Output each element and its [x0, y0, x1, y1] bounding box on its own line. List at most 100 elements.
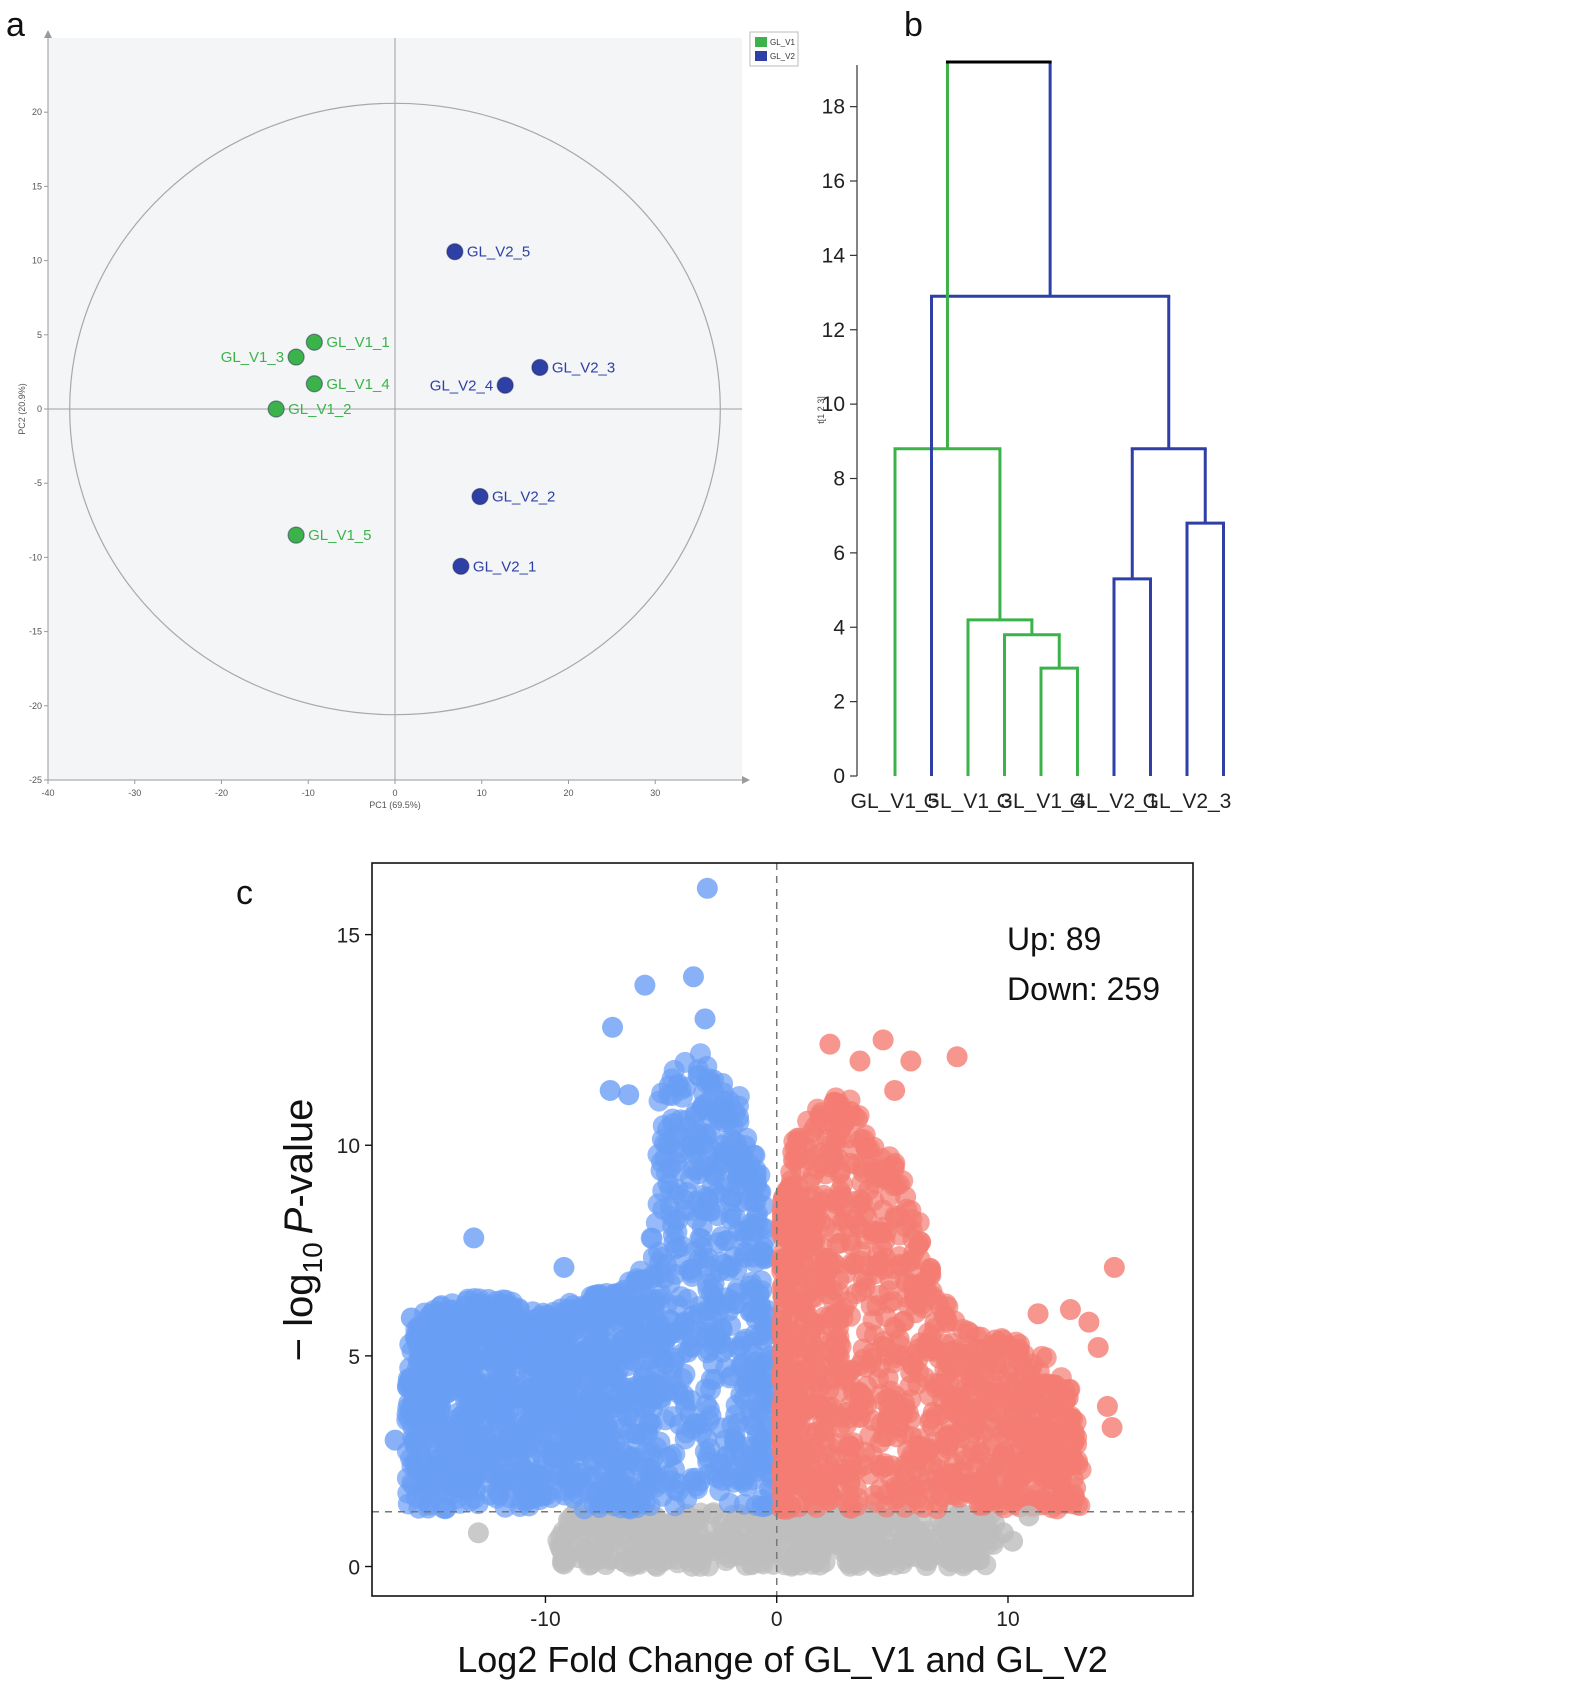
- volcano-point: [972, 1423, 994, 1445]
- volcano-point: [884, 1079, 906, 1101]
- volcano-point: [780, 1161, 802, 1183]
- dendro-y-tick-label: 10: [822, 393, 845, 416]
- pca-point: [287, 526, 305, 544]
- pca-legend-swatch: [755, 51, 767, 61]
- volcano-point: [822, 1307, 844, 1329]
- volcano-point: [488, 1484, 510, 1506]
- volcano-point: [882, 1352, 904, 1374]
- volcano-point: [885, 1174, 907, 1196]
- volcano-point: [876, 1540, 898, 1562]
- volcano-point: [1063, 1431, 1085, 1453]
- pca-y-tick-label: -25: [29, 775, 42, 785]
- volcano-point: [611, 1417, 633, 1439]
- pca-x-tick-label: 20: [563, 788, 573, 798]
- pca-legend-label: GL_V2: [770, 52, 795, 61]
- volcano-point: [417, 1416, 439, 1438]
- volcano-point: [599, 1079, 621, 1101]
- volcano-point: [736, 1371, 758, 1393]
- volcano-point: [1059, 1299, 1081, 1321]
- pca-legend-label: GL_V1: [770, 38, 795, 47]
- volcano-point: [478, 1462, 500, 1484]
- volcano-y-tick-label: 15: [337, 925, 360, 948]
- pca-y-tick-label: -10: [29, 552, 42, 562]
- pca-legend: GL_V1 GL_V2: [749, 31, 799, 67]
- volcano-point: [882, 1389, 904, 1411]
- volcano-point: [827, 1433, 849, 1455]
- volcano-point: [892, 1553, 914, 1575]
- volcano-point: [656, 1447, 678, 1469]
- volcano-point: [867, 1166, 889, 1188]
- volcano-point: [935, 1349, 957, 1371]
- volcano-point: [733, 1493, 755, 1515]
- volcano-point: [863, 1136, 885, 1158]
- volcano-point: [574, 1370, 596, 1392]
- pca-point-label: GL_V2_4: [430, 377, 493, 394]
- volcano-point: [442, 1429, 464, 1451]
- volcano-point: [597, 1526, 619, 1548]
- volcano-point: [1043, 1374, 1065, 1396]
- volcano-point: [922, 1544, 944, 1566]
- dendro-y-tick-label: 6: [833, 542, 845, 565]
- volcano-point: [400, 1307, 422, 1329]
- volcano-point: [908, 1493, 930, 1515]
- volcano-point: [687, 1509, 709, 1531]
- volcano-point: [803, 1197, 825, 1219]
- volcano-point: [580, 1285, 602, 1307]
- volcano-point: [889, 1255, 911, 1277]
- volcano-point: [1037, 1408, 1059, 1430]
- volcano-point: [797, 1544, 819, 1566]
- panel-label-c: c: [236, 874, 253, 912]
- pca-x-tick-label: -30: [128, 788, 141, 798]
- pca-x-tick-label: 30: [650, 788, 660, 798]
- volcano-point: [669, 1319, 691, 1341]
- volcano-point: [814, 1163, 836, 1185]
- volcano-point: [519, 1447, 541, 1469]
- volcano-point: [1087, 1336, 1109, 1358]
- volcano-point: [1103, 1256, 1125, 1278]
- volcano-point: [647, 1193, 669, 1215]
- volcano-point: [744, 1415, 766, 1437]
- pca-point-label: GL_V1_5: [308, 527, 371, 544]
- volcano-point: [541, 1411, 563, 1433]
- volcano-point: [618, 1490, 640, 1512]
- volcano-y-tick-label: 0: [348, 1557, 360, 1580]
- volcano-point: [660, 1540, 682, 1562]
- volcano-point: [690, 1228, 712, 1250]
- volcano-point: [731, 1191, 753, 1213]
- volcano-point: [511, 1489, 533, 1511]
- volcano-point: [872, 1216, 894, 1238]
- volcano-point: [539, 1348, 561, 1370]
- pca-x-tick-label: -10: [302, 788, 315, 798]
- volcano-point: [683, 1413, 705, 1435]
- volcano-point: [532, 1381, 554, 1403]
- volcano-point: [1006, 1459, 1028, 1481]
- volcano-point: [1078, 1311, 1100, 1333]
- volcano-point: [945, 1402, 967, 1424]
- volcano-point: [840, 1101, 862, 1123]
- volcano-frame: [371, 862, 1194, 1597]
- volcano-point: [618, 1084, 640, 1106]
- volcano-point: [700, 1200, 722, 1222]
- volcano-point: [427, 1393, 449, 1415]
- volcano-point: [477, 1384, 499, 1406]
- volcano-point: [794, 1370, 816, 1392]
- volcano-y-title-sub: 10: [297, 1242, 328, 1273]
- volcano-point: [862, 1444, 884, 1466]
- pca-x-arrow: [742, 776, 750, 784]
- volcano-point: [565, 1446, 587, 1468]
- volcano-point: [595, 1315, 617, 1337]
- volcano-point: [857, 1533, 879, 1555]
- volcano-point: [892, 1531, 914, 1553]
- volcano-point: [598, 1294, 620, 1316]
- volcano-point: [993, 1441, 1015, 1463]
- pca-point-label: GL_V2_1: [473, 558, 536, 575]
- volcano-point: [711, 1512, 733, 1534]
- volcano-point: [795, 1302, 817, 1324]
- volcano-point: [872, 1029, 894, 1051]
- volcano-point: [486, 1290, 508, 1312]
- volcano-point: [901, 1444, 923, 1466]
- volcano-point: [539, 1331, 561, 1353]
- pca-score-plot: -40 -30 -20 -10 0 10 20 30 -25 -20 -15 -10 -5 0 5 10 15 2…: [17, 30, 799, 810]
- volcano-point: [878, 1406, 900, 1428]
- volcano-x-axis-title: Log2 Fold Change of GL_V1 and GL_V2: [457, 1639, 1107, 1680]
